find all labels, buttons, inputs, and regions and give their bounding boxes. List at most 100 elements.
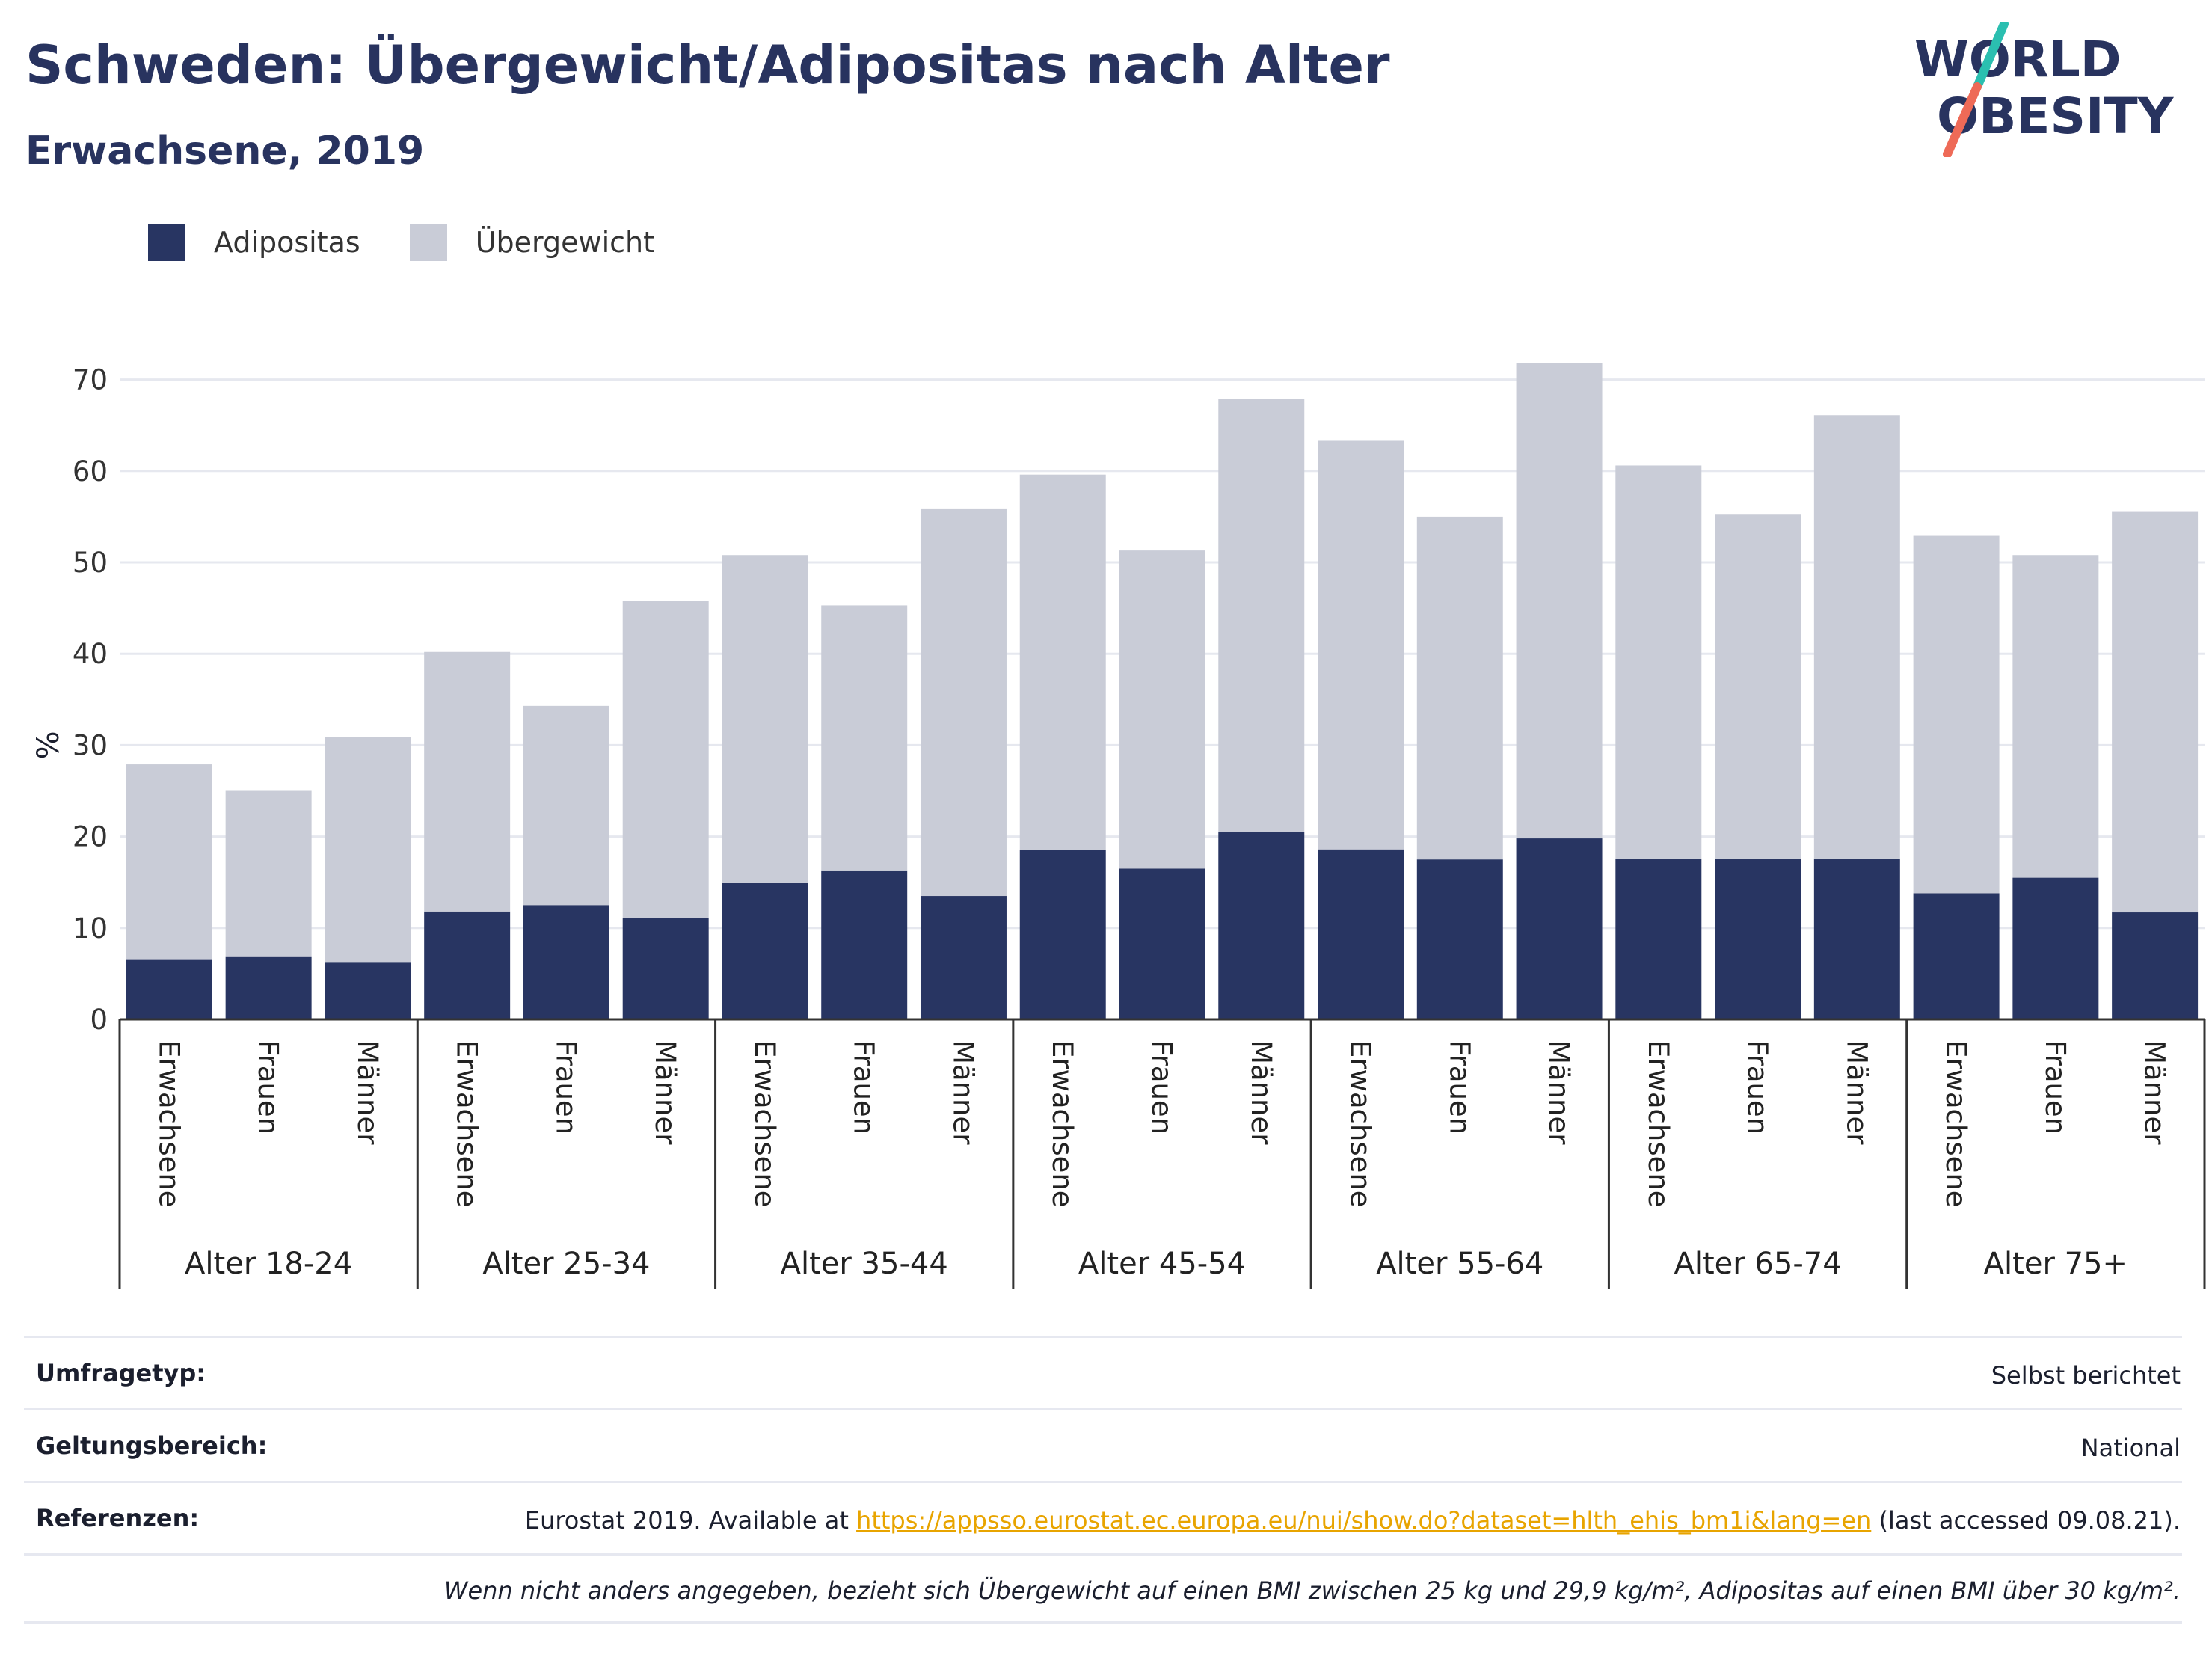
bar-uebergewicht-11 <box>1218 399 1305 832</box>
bar-uebergewicht-8 <box>920 508 1007 897</box>
x-tick-label-4: Frauen <box>550 1040 582 1134</box>
y-tick-label: 70 <box>73 364 108 396</box>
meta-survey-value: Selbst berichtet <box>1991 1361 2181 1390</box>
meta-ref-prefix: Eurostat 2019. Available at <box>524 1506 857 1535</box>
metadata-table: Umfragetyp: Selbst berichtet Geltungsber… <box>24 1336 2182 1624</box>
y-axis-label: % <box>31 731 66 759</box>
reference-link[interactable]: https://appsso.eurostat.ec.europa.eu/nui… <box>856 1506 1872 1535</box>
bar-adipositas-1 <box>225 956 312 1019</box>
bar-adipositas-12 <box>1318 849 1404 1019</box>
bar-adipositas-7 <box>821 870 908 1019</box>
bar-uebergewicht-13 <box>1416 516 1503 860</box>
bar-adipositas-5 <box>622 918 709 1019</box>
bar-adipositas-14 <box>1516 838 1603 1019</box>
bar-adipositas-13 <box>1416 859 1503 1019</box>
bar-adipositas-18 <box>1913 893 2000 1019</box>
legend-item-uebergewicht: Übergewicht <box>409 224 654 261</box>
world-obesity-logo: WORLD OBESITY <box>1914 22 2175 157</box>
bar-uebergewicht-12 <box>1318 440 1404 850</box>
bar-uebergewicht-15 <box>1615 465 1702 859</box>
meta-scope-label: Geltungsbereich: <box>36 1431 268 1460</box>
x-tick-label-16: Frauen <box>1742 1040 1774 1134</box>
legend-swatch-uebergewicht <box>409 224 447 261</box>
meta-note: Wenn nicht anders angegeben, bezieht sic… <box>443 1576 2181 1605</box>
legend-swatch-adipositas <box>148 224 185 261</box>
bar-uebergewicht-17 <box>1813 415 1900 859</box>
bar-uebergewicht-16 <box>1715 514 1801 859</box>
y-tick-label: 0 <box>90 1004 108 1036</box>
meta-row-references: Referenzen: Eurostat 2019. Available at … <box>24 1481 2182 1553</box>
chart-subtitle: Erwachsene, 2019 <box>25 129 425 174</box>
y-tick-label: 50 <box>73 547 108 579</box>
bar-adipositas-20 <box>2112 912 2199 1019</box>
bar-uebergewicht-2 <box>325 737 411 963</box>
meta-row-scope: Geltungsbereich: National <box>24 1408 2182 1481</box>
legend-label-adipositas: Adipositas <box>214 226 360 259</box>
y-tick-label: 10 <box>73 912 108 945</box>
group-label-2: Alter 35-44 <box>781 1247 948 1281</box>
meta-ref-value: Eurostat 2019. Available at https://apps… <box>525 1504 2181 1537</box>
x-tick-label-13: Frauen <box>1443 1040 1475 1134</box>
chart-title: Schweden: Übergewicht/Adipositas nach Al… <box>25 34 1390 96</box>
x-tick-label-7: Frauen <box>848 1040 880 1134</box>
bar-adipositas-11 <box>1218 832 1305 1019</box>
logo-red-stroke <box>1943 82 1982 157</box>
meta-row-note: Wenn nicht anders angegeben, bezieht sic… <box>24 1553 2182 1624</box>
bar-adipositas-0 <box>126 959 212 1019</box>
group-label-1: Alter 25-34 <box>482 1247 650 1281</box>
x-tick-label-5: Männer <box>649 1040 681 1145</box>
x-tick-label-10: Frauen <box>1146 1040 1178 1134</box>
bar-uebergewicht-4 <box>523 705 609 906</box>
bar-uebergewicht-7 <box>821 605 908 871</box>
bar-uebergewicht-6 <box>722 555 808 883</box>
y-tick-label: 30 <box>73 729 108 761</box>
stacked-bar-chart: 0 10 20 30 40 50 60 70% Erwachsene Frauen Männer Er… <box>31 363 2206 1289</box>
y-tick-label: 40 <box>73 638 108 670</box>
x-tick-label-15: Erwachsene <box>1642 1040 1674 1208</box>
y-tick-label: 60 <box>73 455 108 488</box>
bar-adipositas-15 <box>1615 858 1702 1019</box>
x-tick-label-2: Männer <box>351 1040 384 1145</box>
meta-survey-label: Umfragetyp: <box>36 1359 206 1387</box>
bar-adipositas-9 <box>1019 850 1106 1019</box>
x-tick-label-6: Erwachsene <box>749 1040 781 1208</box>
bar-uebergewicht-9 <box>1019 474 1106 850</box>
group-label-4: Alter 55-64 <box>1376 1247 1543 1281</box>
x-tick-label-8: Männer <box>947 1040 979 1145</box>
x-tick-label-12: Erwachsene <box>1345 1040 1377 1208</box>
x-tick-label-0: Erwachsene <box>153 1040 185 1208</box>
x-tick-label-19: Frauen <box>2039 1040 2071 1134</box>
group-label-5: Alter 65-74 <box>1674 1247 1841 1281</box>
x-tick-label-20: Männer <box>2139 1040 2171 1145</box>
bar-uebergewicht-1 <box>225 790 312 957</box>
bar-adipositas-8 <box>920 896 1007 1019</box>
bar-uebergewicht-18 <box>1913 535 2000 894</box>
meta-ref-label: Referenzen: <box>36 1504 200 1532</box>
legend-item-adipositas: Adipositas <box>148 224 360 261</box>
bar-adipositas-3 <box>424 911 511 1019</box>
bar-uebergewicht-0 <box>126 764 212 960</box>
bar-uebergewicht-3 <box>424 651 511 912</box>
group-label-3: Alter 45-54 <box>1078 1247 1246 1281</box>
x-tick-label-14: Männer <box>1543 1040 1575 1145</box>
bar-adipositas-19 <box>2012 877 2099 1019</box>
meta-row-survey: Umfragetyp: Selbst berichtet <box>24 1336 2182 1408</box>
bar-uebergewicht-10 <box>1119 550 1205 869</box>
bar-uebergewicht-14 <box>1516 363 1603 839</box>
meta-scope-value: National <box>2080 1434 2181 1462</box>
bar-uebergewicht-20 <box>2112 511 2199 913</box>
bar-adipositas-10 <box>1119 868 1205 1019</box>
bar-adipositas-4 <box>523 905 609 1019</box>
bar-uebergewicht-5 <box>622 601 709 918</box>
logo-teal-stroke <box>1973 22 2009 91</box>
y-tick-label: 20 <box>73 821 108 853</box>
bar-adipositas-6 <box>722 882 808 1019</box>
group-label-0: Alter 18-24 <box>185 1247 352 1281</box>
bar-adipositas-2 <box>325 962 411 1019</box>
x-tick-label-1: Frauen <box>252 1040 284 1134</box>
x-tick-label-17: Männer <box>1840 1040 1872 1145</box>
group-label-6: Alter 75+ <box>1984 1247 2127 1281</box>
chart-legend: Adipositas Übergewicht <box>148 221 704 263</box>
x-tick-label-11: Männer <box>1245 1040 1277 1145</box>
bar-adipositas-17 <box>1813 858 1900 1019</box>
